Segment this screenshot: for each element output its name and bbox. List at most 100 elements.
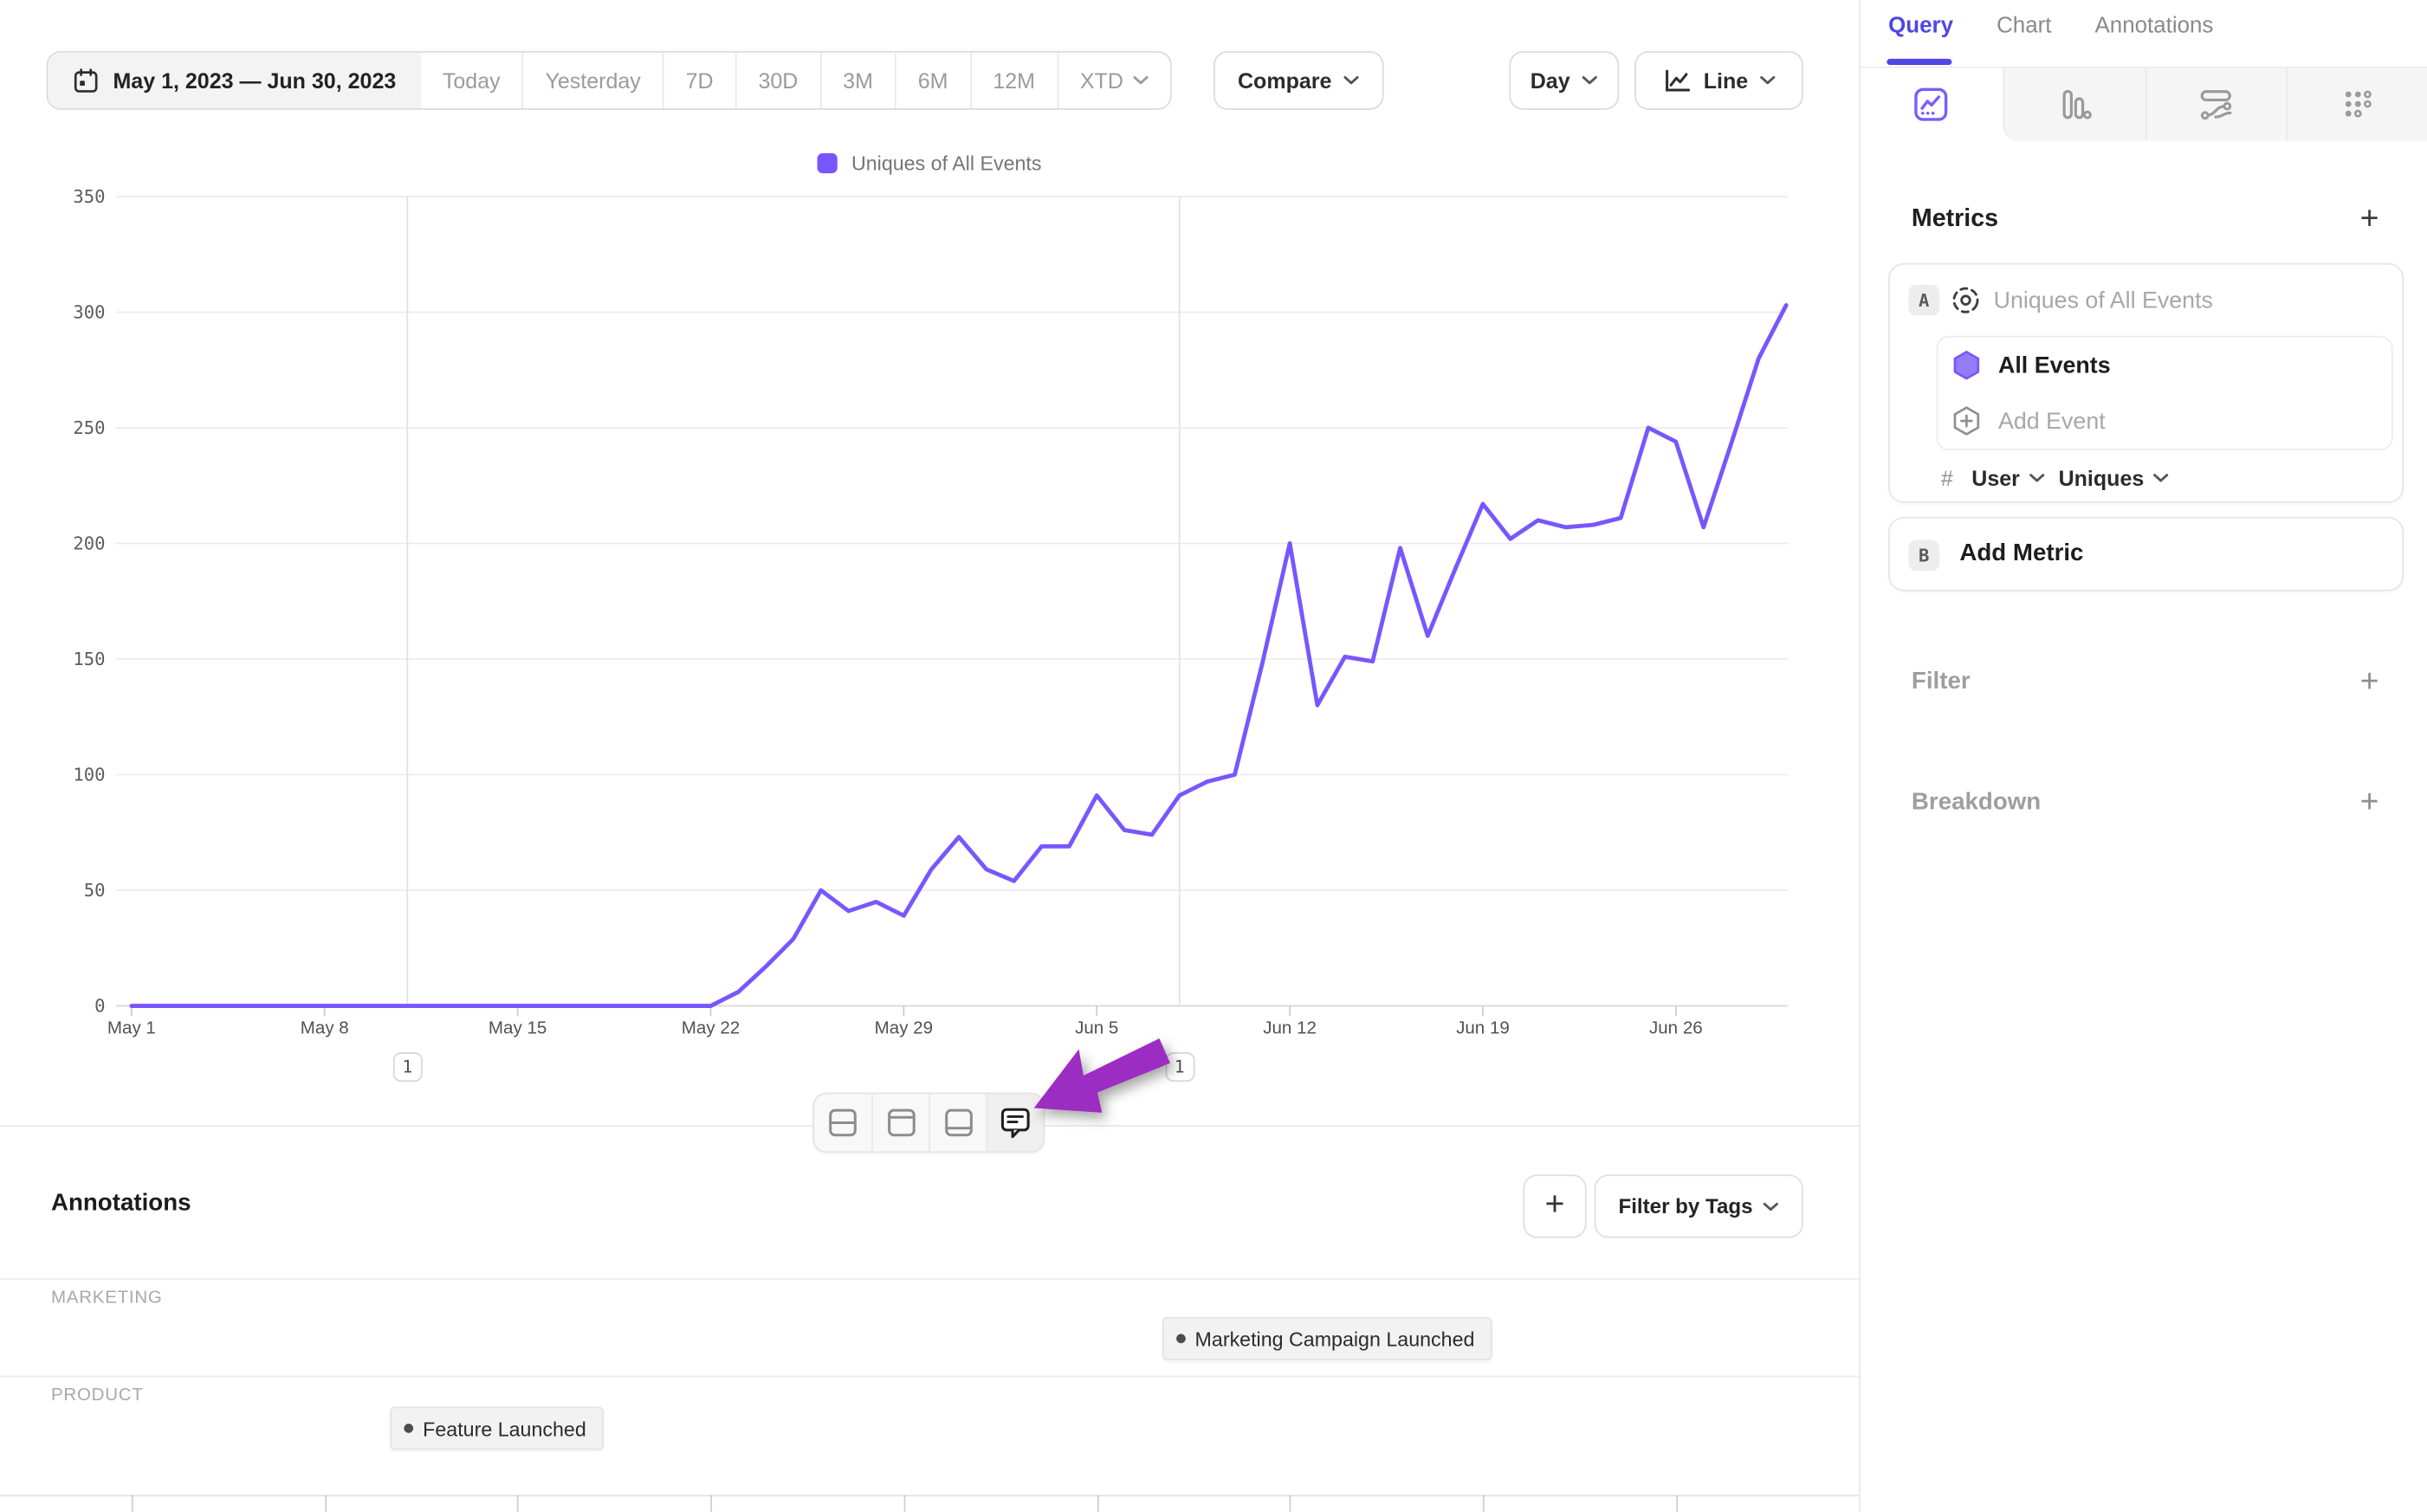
main-content: May 1, 2023 — Jun 30, 2023 Today Yesterda… — [0, 50, 1860, 1512]
add-filter-button[interactable]: + — [2357, 665, 2382, 698]
chevron-down-icon — [1344, 75, 1360, 86]
tab-annotations[interactable]: Annotations — [2094, 14, 2214, 39]
svg-text:Jun 12: Jun 12 — [1263, 1018, 1317, 1038]
preset-30d-button[interactable]: 30D — [735, 52, 820, 109]
svg-text:Jun 19: Jun 19 — [1456, 1018, 1510, 1038]
chevron-down-icon — [1764, 1201, 1779, 1212]
breakdown-label: Breakdown — [1911, 788, 2042, 815]
ruler-tick — [1675, 1495, 1678, 1512]
preset-3m-button[interactable]: 3M — [819, 52, 895, 109]
ruler-tick — [903, 1495, 906, 1512]
add-event-button[interactable]: Add Event — [1938, 393, 2391, 449]
breakdown-section: Breakdown + — [1912, 786, 2382, 819]
metric-settings-icon[interactable] — [1951, 285, 1982, 316]
chevron-down-icon — [1582, 75, 1598, 86]
svg-text:200: 200 — [73, 533, 105, 554]
annotations-comments-button[interactable] — [986, 1094, 1044, 1152]
calendar-icon — [73, 68, 99, 94]
add-event-label: Add Event — [1998, 407, 2106, 435]
view-switcher — [1860, 66, 2427, 141]
chevron-down-icon — [2153, 474, 2169, 483]
preset-yesterday-button[interactable]: Yesterday — [521, 52, 663, 109]
filter-label: Filter — [1911, 668, 1971, 695]
lane-divider — [0, 1278, 1860, 1280]
granularity-label: Day — [1530, 68, 1570, 94]
svg-text:250: 250 — [73, 417, 105, 438]
svg-text:Jun 5: Jun 5 — [1075, 1018, 1118, 1038]
svg-text:150: 150 — [73, 649, 105, 669]
counting-aggregation-dropdown[interactable]: Uniques — [2058, 465, 2169, 491]
hash-prefix: # — [1940, 465, 1953, 491]
ruler-tick — [1290, 1495, 1291, 1512]
chevron-down-icon — [1132, 75, 1149, 86]
event-row-all-events[interactable]: All Events — [1938, 338, 2391, 393]
top-panel-layout-button[interactable] — [871, 1094, 929, 1152]
query-sidebar: Query Chart Annotations — [1859, 0, 2427, 1512]
plus-icon: + — [1544, 1184, 1565, 1223]
retention-grid-icon — [2340, 87, 2376, 122]
compare-button[interactable]: Compare — [1214, 50, 1384, 110]
annotation-count-badge[interactable]: 1 — [392, 1052, 423, 1082]
layout-toolbar — [812, 1092, 1045, 1153]
date-range-button[interactable]: May 1, 2023 — Jun 30, 2023 — [48, 52, 421, 109]
svg-text:50: 50 — [84, 880, 106, 901]
split-rows-layout-button[interactable] — [814, 1094, 871, 1151]
counting-entity-dropdown[interactable]: User — [1971, 466, 2045, 490]
chart-type-button[interactable]: Line — [1634, 50, 1803, 110]
chart-legend[interactable]: Uniques of All Events — [0, 149, 1859, 177]
preset-6m-button[interactable]: 6M — [894, 52, 970, 109]
granularity-button[interactable]: Day — [1509, 50, 1620, 110]
tab-chart[interactable]: Chart — [1997, 14, 2052, 39]
svg-text:Jun 26: Jun 26 — [1649, 1018, 1703, 1038]
lane-divider — [0, 1375, 1860, 1378]
chevron-down-icon — [1760, 75, 1777, 86]
svg-text:May 8: May 8 — [301, 1018, 349, 1038]
legend-swatch — [817, 152, 838, 173]
bottom-panel-layout-icon — [942, 1107, 974, 1140]
preset-today-button[interactable]: Today — [420, 52, 522, 109]
add-metric-plus-button[interactable]: + — [2357, 203, 2382, 236]
add-annotation-button[interactable]: + — [1523, 1174, 1587, 1238]
ruler-tick — [710, 1495, 713, 1512]
svg-text:May 29: May 29 — [875, 1018, 933, 1038]
metric-card-b-add-metric[interactable]: B Add Metric — [1888, 516, 2404, 591]
view-flows-button[interactable] — [2144, 68, 2287, 141]
filter-by-tags-button[interactable]: Filter by Tags — [1594, 1174, 1803, 1238]
annotation-chip-label: Marketing Campaign Launched — [1194, 1327, 1475, 1351]
tab-query[interactable]: Query — [1888, 14, 1954, 39]
preset-xtd-button[interactable]: XTD — [1057, 52, 1170, 109]
annotation-chip-label: Feature Launched — [423, 1416, 586, 1440]
metric-card-a: A Uniques of All Events All Events Add E… — [1888, 262, 2404, 503]
ruler-tick — [131, 1495, 133, 1512]
preset-7d-button[interactable]: 7D — [662, 52, 735, 109]
compare-label: Compare — [1237, 68, 1332, 94]
line-chart-icon — [1662, 68, 1692, 94]
preset-12m-button[interactable]: 12M — [969, 52, 1058, 109]
annotation-count-badge[interactable]: 1 — [1164, 1052, 1194, 1082]
filter-section: Filter + — [1912, 665, 2382, 698]
metric-name-placeholder[interactable]: Uniques of All Events — [1993, 288, 2213, 314]
date-range-label: May 1, 2023 — Jun 30, 2023 — [113, 68, 397, 94]
funnel-bars-icon — [2056, 87, 2092, 122]
svg-text:May 15: May 15 — [489, 1018, 547, 1038]
view-funnels-button[interactable] — [2002, 68, 2145, 141]
svg-text:100: 100 — [73, 765, 105, 785]
lane-label-marketing: MARKETING — [50, 1289, 163, 1308]
view-retention-button[interactable] — [2286, 68, 2427, 141]
annotations-section-title: Annotations — [50, 1190, 191, 1217]
annotation-dot-icon — [1176, 1334, 1186, 1344]
chevron-down-icon — [2029, 474, 2045, 483]
svg-text:0: 0 — [94, 996, 105, 1017]
bottom-panel-layout-button[interactable] — [929, 1094, 986, 1152]
counting-aggregation-label: Uniques — [2058, 465, 2145, 491]
view-insights-button[interactable] — [1860, 68, 2003, 141]
annotation-chip[interactable]: Marketing Campaign Launched — [1162, 1316, 1492, 1360]
annotation-dot-icon — [404, 1424, 414, 1433]
add-breakdown-button[interactable]: + — [2357, 786, 2382, 819]
annotation-chip[interactable]: Feature Launched — [390, 1406, 604, 1451]
svg-text:May 22: May 22 — [682, 1018, 740, 1038]
top-panel-layout-icon — [884, 1107, 917, 1140]
legend-label: Uniques of All Events — [851, 151, 1042, 175]
insights-line-chart-icon — [1913, 87, 1949, 122]
